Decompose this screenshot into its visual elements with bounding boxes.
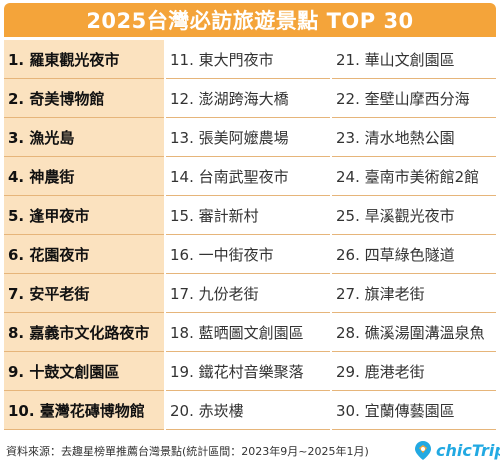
rank-item: 17. 九份老街 [166, 274, 330, 313]
rank-item: 28. 礁溪湯圍溝溫泉魚 [332, 313, 496, 352]
rank-item: 3. 漁光島 [4, 118, 164, 157]
rank-item: 16. 一中街夜市 [166, 235, 330, 274]
rank-item: 12. 澎湖跨海大橋 [166, 79, 330, 118]
rank-item: 2. 奇美博物館 [4, 79, 164, 118]
rank-item: 5. 逢甲夜市 [4, 196, 164, 235]
rank-item: 7. 安平老街 [4, 274, 164, 313]
rank-item: 29. 鹿港老街 [332, 352, 496, 391]
rank-item: 21. 華山文創園區 [332, 40, 496, 79]
rank-item: 1. 羅東觀光夜市 [4, 40, 164, 79]
rank-item: 14. 台南武聖夜市 [166, 157, 330, 196]
chictrip-logo-icon [415, 441, 431, 460]
rank-item: 4. 神農街 [4, 157, 164, 196]
rank-item: 19. 鐵花村音樂聚落 [166, 352, 330, 391]
rank-item: 25. 旱溪觀光夜市 [332, 196, 496, 235]
rank-item: 30. 宜蘭傳藝園區 [332, 391, 496, 430]
rank-item: 15. 審計新村 [166, 196, 330, 235]
rank-item: 6. 花園夜市 [4, 235, 164, 274]
source-note: 資料來源：去趣星榜單推薦台灣景點(統計區間：2023年9月~2025年1月) [6, 445, 369, 458]
rank-item: 23. 清水地熱公園 [332, 118, 496, 157]
rank-item: 10. 臺灣花磚博物館 [4, 391, 164, 430]
title-bar: 2025台灣必訪旅遊景點 TOP 30 [4, 3, 496, 37]
brand-logo-text: chicTrip [436, 440, 500, 460]
rank-item: 13. 張美阿嬤農場 [166, 118, 330, 157]
rank-item: 20. 赤崁樓 [166, 391, 330, 430]
rank-item: 18. 藍晒圖文創園區 [166, 313, 330, 352]
rank-item: 27. 旗津老街 [332, 274, 496, 313]
rank-item: 9. 十鼓文創園區 [4, 352, 164, 391]
rank-item: 26. 四草綠色隧道 [332, 235, 496, 274]
page-title: 2025台灣必訪旅遊景點 TOP 30 [86, 9, 414, 33]
rank-item: 24. 臺南市美術館2館 [332, 157, 496, 196]
rank-item: 22. 奎壁山摩西分海 [332, 79, 496, 118]
rank-item: 11. 東大門夜市 [166, 40, 330, 79]
ranking-table: 1. 羅東觀光夜市 11. 東大門夜市 21. 華山文創園區 2. 奇美博物館 12. … [4, 40, 496, 430]
rank-item: 8. 嘉義市文化路夜市 [4, 313, 164, 352]
brand-logo: chicTrip [412, 437, 500, 463]
